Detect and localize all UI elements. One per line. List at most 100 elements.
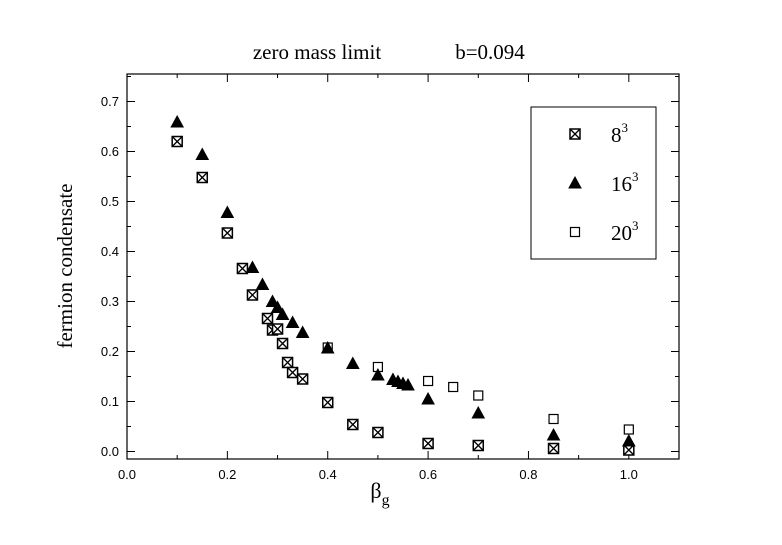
marker-cross-b	[569, 128, 581, 140]
data-point	[422, 375, 434, 387]
marker-cross-b	[623, 444, 635, 456]
marker-triangle	[546, 427, 561, 441]
data-point	[546, 427, 561, 441]
series-8-cubed	[171, 135, 635, 456]
x-tick-label: 0.2	[218, 467, 236, 482]
data-point	[276, 337, 289, 350]
marker-square	[548, 413, 559, 425]
marker-cross-b	[196, 172, 208, 183]
x-tick-label: 1.0	[620, 467, 638, 482]
data-point	[321, 396, 334, 409]
marker-cross-b	[272, 323, 284, 335]
data-point	[281, 356, 294, 369]
data-markers	[170, 114, 636, 456]
marker-triangle	[568, 175, 582, 189]
data-point	[372, 426, 384, 439]
series-16-cubed	[170, 114, 636, 447]
data-point	[621, 433, 636, 447]
y-tick-label: 0.0	[101, 444, 119, 459]
plot-frame	[126, 73, 680, 460]
data-point	[320, 340, 335, 354]
legend-marker-20	[569, 226, 581, 238]
marker-cross-b	[287, 367, 299, 378]
y-axis-label: fermion condensate	[53, 183, 77, 348]
marker-cross-b	[171, 136, 183, 147]
x-tick-label: 0.0	[118, 467, 136, 482]
marker-triangle	[255, 277, 270, 290]
legend-label-base: 20	[611, 221, 632, 245]
chart-title-annotation: b=0.094	[455, 40, 525, 64]
data-point	[371, 367, 385, 381]
marker-triangle	[220, 205, 235, 218]
data-point	[448, 381, 459, 393]
y-tick-label: 0.7	[101, 94, 119, 109]
marker-cross-b	[422, 438, 434, 449]
marker-triangle	[371, 367, 385, 381]
data-point	[347, 418, 359, 431]
y-tick-label: 0.4	[101, 244, 119, 259]
data-point	[195, 147, 210, 160]
marker-triangle	[345, 356, 360, 369]
marker-cross-b	[322, 397, 334, 408]
series-20-cubed	[322, 342, 634, 435]
legend-box	[530, 106, 657, 260]
axes-ticks	[126, 74, 680, 459]
data-point	[236, 262, 249, 275]
marker-square	[422, 375, 434, 387]
x-tick-label: 0.6	[419, 467, 437, 482]
marker-square	[448, 381, 459, 393]
data-point	[221, 227, 234, 239]
data-point	[401, 377, 415, 391]
marker-square	[569, 226, 581, 238]
data-point	[547, 442, 560, 455]
x-tick-label: 0.4	[319, 467, 337, 482]
data-point	[170, 114, 185, 128]
data-point	[473, 390, 484, 401]
marker-triangle	[245, 260, 260, 273]
marker-triangle	[320, 340, 335, 354]
legend-label-exponent: 3	[632, 218, 639, 233]
data-point	[220, 205, 235, 218]
marker-triangle	[421, 391, 435, 405]
x-axis-label: βg	[370, 478, 389, 509]
data-point	[623, 424, 634, 435]
data-point	[271, 323, 284, 335]
data-point	[421, 391, 435, 405]
marker-square	[473, 390, 484, 401]
marker-triangle	[295, 325, 310, 338]
y-tick-label: 0.3	[101, 294, 119, 309]
y-tick-label: 0.5	[101, 194, 119, 209]
data-point	[246, 289, 259, 301]
marker-triangle	[285, 315, 300, 328]
marker-triangle	[170, 114, 185, 128]
marker-cross-b	[236, 263, 248, 274]
y-tick-label: 0.6	[101, 144, 119, 159]
legend-label-8: 83	[611, 120, 628, 147]
marker-triangle	[265, 294, 280, 307]
marker-square	[623, 424, 634, 435]
marker-triangle	[195, 147, 210, 160]
y-tick-label: 0.1	[101, 394, 119, 409]
marker-cross-b	[262, 313, 273, 324]
data-point	[270, 300, 285, 313]
marker-cross-b	[372, 427, 384, 438]
marker-triangle	[621, 433, 636, 447]
marker-cross-b	[347, 419, 359, 430]
data-point	[296, 373, 309, 385]
data-point	[245, 260, 260, 273]
legend-label-base: 16	[611, 172, 632, 196]
data-point	[285, 315, 300, 328]
y-tick-label: 0.2	[101, 344, 119, 359]
data-point	[548, 413, 559, 425]
data-point	[295, 325, 310, 338]
marker-cross-b	[246, 289, 258, 301]
marker-triangle	[270, 300, 285, 313]
data-point	[286, 366, 299, 379]
marker-triangle	[275, 307, 290, 320]
legend-marker-16	[568, 175, 582, 189]
data-point	[261, 312, 274, 325]
marker-cross-b	[297, 373, 309, 385]
marker-cross-b	[277, 338, 289, 349]
